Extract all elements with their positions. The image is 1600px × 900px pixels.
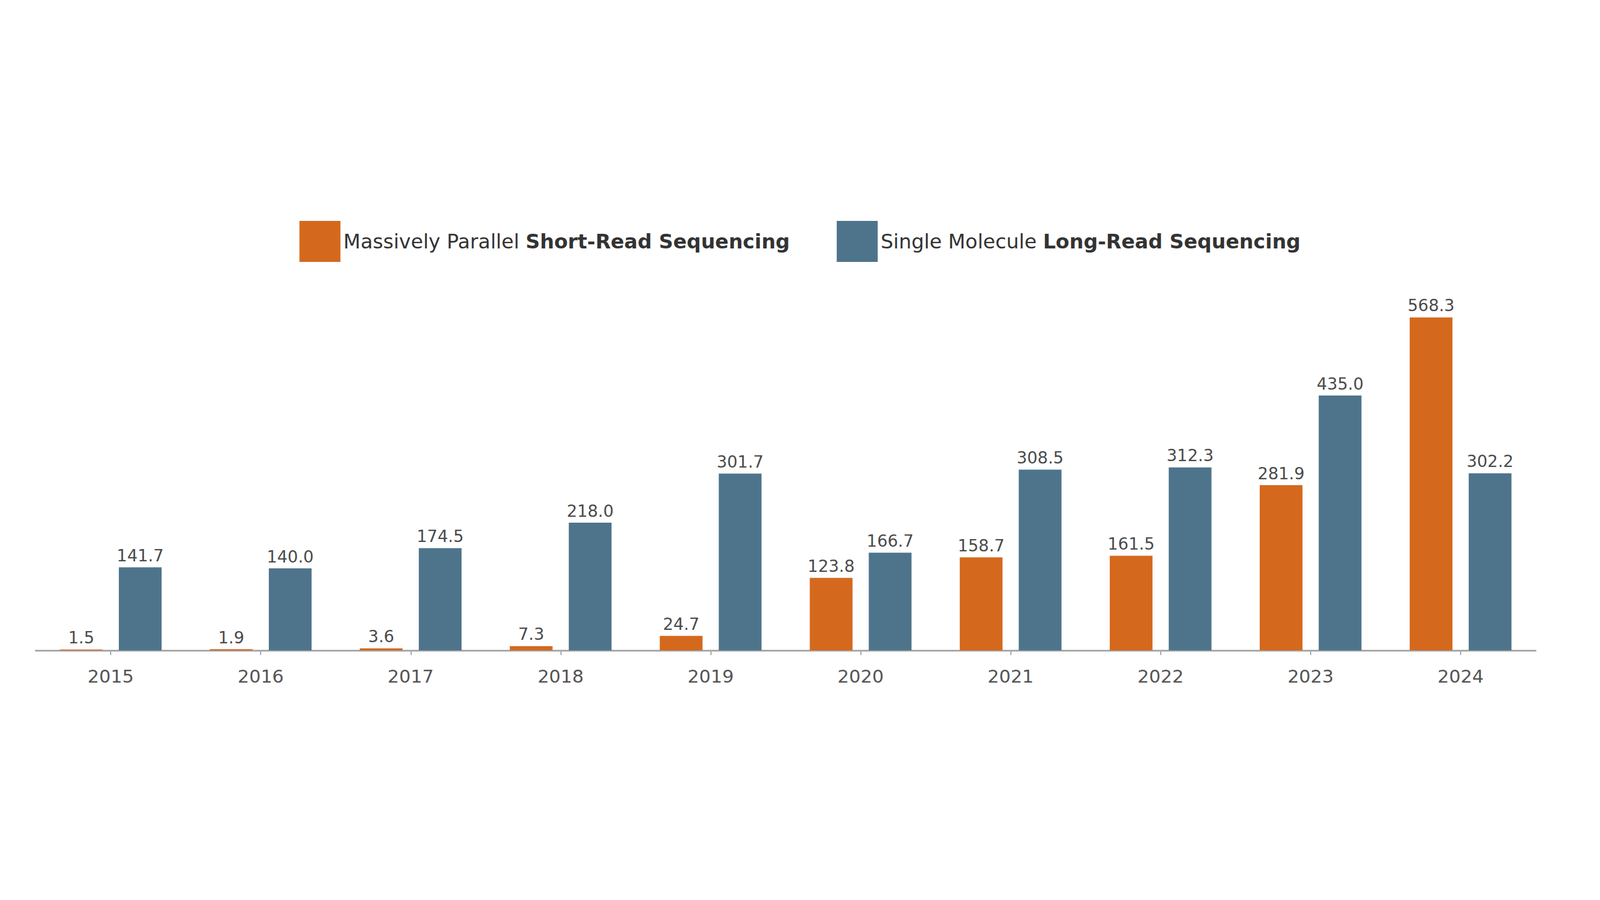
svg-text:174.5: 174.5: [416, 526, 464, 546]
svg-text:301.7: 301.7: [716, 452, 764, 472]
svg-text:1.5: 1.5: [67, 627, 95, 648]
svg-text:Long-Read Sequencing: Long-Read Sequencing: [1043, 229, 1301, 254]
svg-text:161.5: 161.5: [1107, 534, 1155, 554]
svg-text:3.6: 3.6: [368, 626, 395, 646]
svg-text:302.2: 302.2: [1466, 451, 1514, 471]
svg-text:2023: 2023: [1287, 665, 1334, 687]
svg-text:141.7: 141.7: [116, 545, 164, 566]
svg-text:2015: 2015: [87, 665, 135, 687]
svg-text:24.7: 24.7: [662, 614, 700, 634]
svg-text:Single Molecule: Single Molecule: [880, 229, 1037, 254]
svg-text:2022: 2022: [1137, 665, 1184, 687]
svg-text:Massively Parallel: Massively Parallel: [343, 229, 519, 254]
svg-text:Short-Read Sequencing: Short-Read Sequencing: [525, 229, 790, 254]
svg-text:140.0: 140.0: [266, 546, 314, 567]
svg-text:158.7: 158.7: [957, 535, 1005, 556]
svg-text:2018: 2018: [537, 665, 584, 687]
svg-text:312.3: 312.3: [1166, 445, 1214, 466]
svg-text:123.8: 123.8: [807, 556, 855, 576]
svg-text:166.7: 166.7: [866, 531, 914, 551]
svg-text:2020: 2020: [837, 665, 884, 687]
svg-text:568.3: 568.3: [1407, 295, 1455, 316]
svg-text:2017: 2017: [387, 665, 434, 687]
svg-text:7.3: 7.3: [518, 624, 545, 644]
svg-text:2016: 2016: [237, 665, 285, 687]
svg-text:1.9: 1.9: [218, 627, 245, 648]
svg-text:435.0: 435.0: [1316, 374, 1364, 394]
svg-text:2021: 2021: [987, 665, 1034, 687]
svg-text:281.9: 281.9: [1257, 463, 1305, 484]
svg-text:2024: 2024: [1437, 665, 1484, 687]
svg-text:218.0: 218.0: [566, 501, 614, 521]
svg-text:308.5: 308.5: [1016, 448, 1064, 468]
svg-text:2019: 2019: [687, 665, 734, 687]
